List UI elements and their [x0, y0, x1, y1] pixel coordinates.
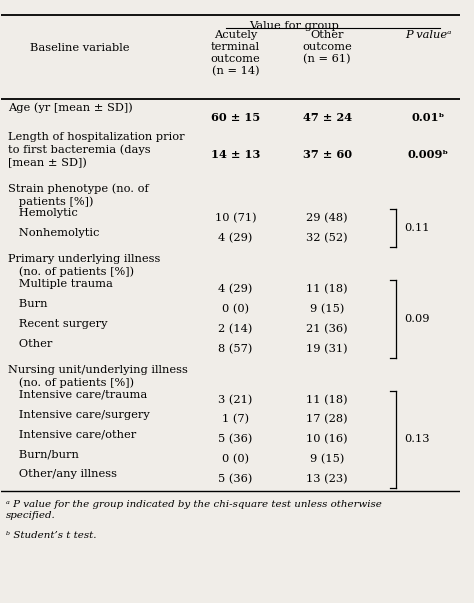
Text: Intensive care/surgery: Intensive care/surgery	[8, 409, 150, 420]
Text: Value for group: Value for group	[249, 21, 339, 31]
Text: 11 (18): 11 (18)	[307, 394, 348, 405]
Text: 4 (29): 4 (29)	[219, 284, 253, 294]
Text: Nursing unit/underlying illness
   (no. of patients [%]): Nursing unit/underlying illness (no. of …	[8, 365, 188, 388]
Text: 14 ± 13: 14 ± 13	[211, 150, 260, 160]
Text: 10 (71): 10 (71)	[215, 213, 256, 224]
Text: Length of hospitalization prior
to first bacteremia (days
[mean ± SD]): Length of hospitalization prior to first…	[8, 132, 185, 168]
Text: 10 (16): 10 (16)	[307, 434, 348, 444]
Text: Acutely
terminal
outcome
(n = 14): Acutely terminal outcome (n = 14)	[210, 30, 260, 76]
Text: Burn/burn: Burn/burn	[8, 449, 79, 459]
Text: Burn: Burn	[8, 299, 48, 309]
Text: 21 (36): 21 (36)	[307, 324, 348, 334]
Text: 0 (0): 0 (0)	[222, 454, 249, 464]
Text: Nonhemolytic: Nonhemolytic	[8, 229, 100, 238]
Text: 5 (36): 5 (36)	[219, 474, 253, 484]
Text: 13 (23): 13 (23)	[307, 474, 348, 484]
Text: 1 (7): 1 (7)	[222, 414, 249, 425]
Text: 47 ± 24: 47 ± 24	[303, 112, 352, 123]
Text: 19 (31): 19 (31)	[307, 344, 348, 354]
Text: 8 (57): 8 (57)	[219, 344, 253, 354]
Text: Other/any illness: Other/any illness	[8, 469, 117, 479]
Text: P valueᵃ: P valueᵃ	[405, 30, 451, 40]
Text: 2 (14): 2 (14)	[219, 324, 253, 334]
Text: Multiple trauma: Multiple trauma	[8, 279, 113, 289]
Text: Recent surgery: Recent surgery	[8, 319, 108, 329]
Text: 37 ± 60: 37 ± 60	[303, 150, 352, 160]
Text: 17 (28): 17 (28)	[307, 414, 348, 425]
Text: Primary underlying illness
   (no. of patients [%]): Primary underlying illness (no. of patie…	[8, 254, 161, 277]
Text: Other: Other	[8, 339, 53, 349]
Text: 0.13: 0.13	[404, 434, 429, 444]
Text: ᵃ P value for the group indicated by the chi-square test unless otherwise
specif: ᵃ P value for the group indicated by the…	[6, 499, 382, 520]
Text: 9 (15): 9 (15)	[310, 304, 345, 314]
Text: 29 (48): 29 (48)	[307, 213, 348, 224]
Text: Intensive care/other: Intensive care/other	[8, 429, 137, 440]
Text: 5 (36): 5 (36)	[219, 434, 253, 444]
Text: Other
outcome
(n = 61): Other outcome (n = 61)	[302, 30, 352, 64]
Text: Baseline variable: Baseline variable	[30, 43, 129, 54]
Text: 0.09: 0.09	[404, 314, 429, 324]
Text: Intensive care/trauma: Intensive care/trauma	[8, 390, 147, 400]
Text: 32 (52): 32 (52)	[307, 233, 348, 244]
Text: Hemolytic: Hemolytic	[8, 209, 78, 218]
Text: Strain phenotype (no. of
   patients [%]): Strain phenotype (no. of patients [%])	[8, 183, 149, 207]
Text: 9 (15): 9 (15)	[310, 454, 345, 464]
Text: 0 (0): 0 (0)	[222, 304, 249, 314]
Text: ᵇ Student’s t test.: ᵇ Student’s t test.	[6, 531, 97, 540]
Text: 60 ± 15: 60 ± 15	[211, 112, 260, 123]
Text: 4 (29): 4 (29)	[219, 233, 253, 244]
Text: 0.01ᵇ: 0.01ᵇ	[411, 112, 445, 123]
Text: 3 (21): 3 (21)	[219, 394, 253, 405]
Text: Age (yr [mean ± SD]): Age (yr [mean ± SD])	[8, 103, 133, 113]
Text: 0.11: 0.11	[404, 223, 429, 233]
Text: 11 (18): 11 (18)	[307, 284, 348, 294]
Text: 0.009ᵇ: 0.009ᵇ	[408, 150, 449, 160]
